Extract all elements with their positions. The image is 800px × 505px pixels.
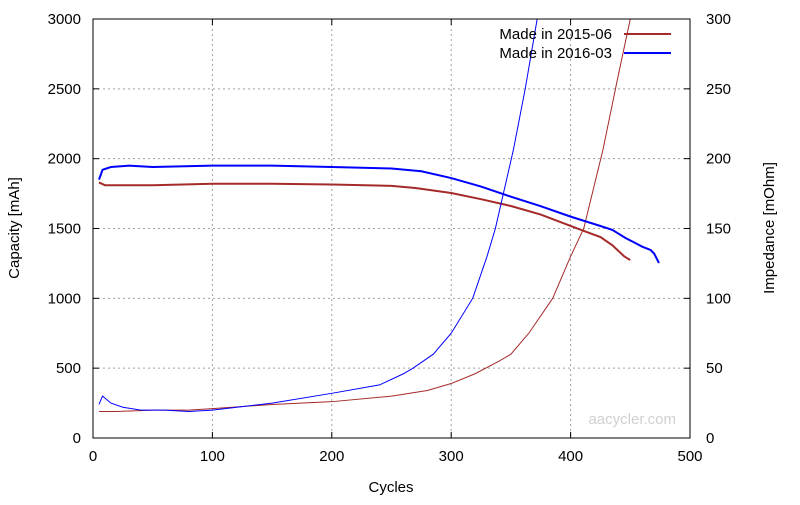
y2-tick-label: 150: [706, 221, 731, 238]
y-tick-label: 1500: [48, 221, 81, 238]
y2-tick-label: 100: [706, 290, 731, 307]
x-tick-label: 100: [200, 448, 225, 465]
y-tick-label: 500: [56, 360, 81, 377]
grid: [92, 18, 691, 439]
y2-tick-label: 250: [706, 81, 731, 98]
tick-labels: 0 100 200 300 400 500050010001500200025003000…: [48, 11, 731, 465]
y-tick-label: 2000: [48, 151, 81, 168]
y-tick-label: 3000: [48, 11, 81, 28]
y2-tick-label: 200: [706, 151, 731, 168]
x-tick-label: 200: [319, 448, 344, 465]
y-tick-label: 2500: [48, 81, 81, 98]
capacity-line-0: [98, 181, 631, 261]
y2-tick-label: 50: [706, 360, 723, 377]
watermark: aacycler.com: [588, 411, 676, 428]
legend-label: Made in 2016-03: [499, 45, 612, 62]
y2-axis-label: Impedance [mOhm]: [761, 162, 778, 294]
impedance-line-1: [98, 19, 538, 412]
legend-label: Made in 2015-06: [499, 26, 612, 43]
y2-tick-label: 300: [706, 11, 731, 28]
y2-tick-label: 0: [706, 430, 714, 447]
series-lines: [98, 19, 660, 412]
plot-frame: [92, 18, 691, 439]
y-tick-label: 0: [73, 430, 81, 447]
capacity-line-1: [98, 164, 660, 264]
legend: Made in 2015-06 Made in 2016-03: [499, 26, 671, 62]
y-tick-label: 1000: [48, 290, 81, 307]
x-tick-label: 0: [89, 448, 97, 465]
x-tick-label: 500: [677, 448, 702, 465]
y-axis-label: Capacity [mAh]: [6, 177, 23, 279]
impedance-line-0: [98, 19, 631, 412]
x-tick-label: 300: [439, 448, 464, 465]
x-axis-label: Cycles: [368, 479, 413, 496]
x-tick-label: 400: [558, 448, 583, 465]
